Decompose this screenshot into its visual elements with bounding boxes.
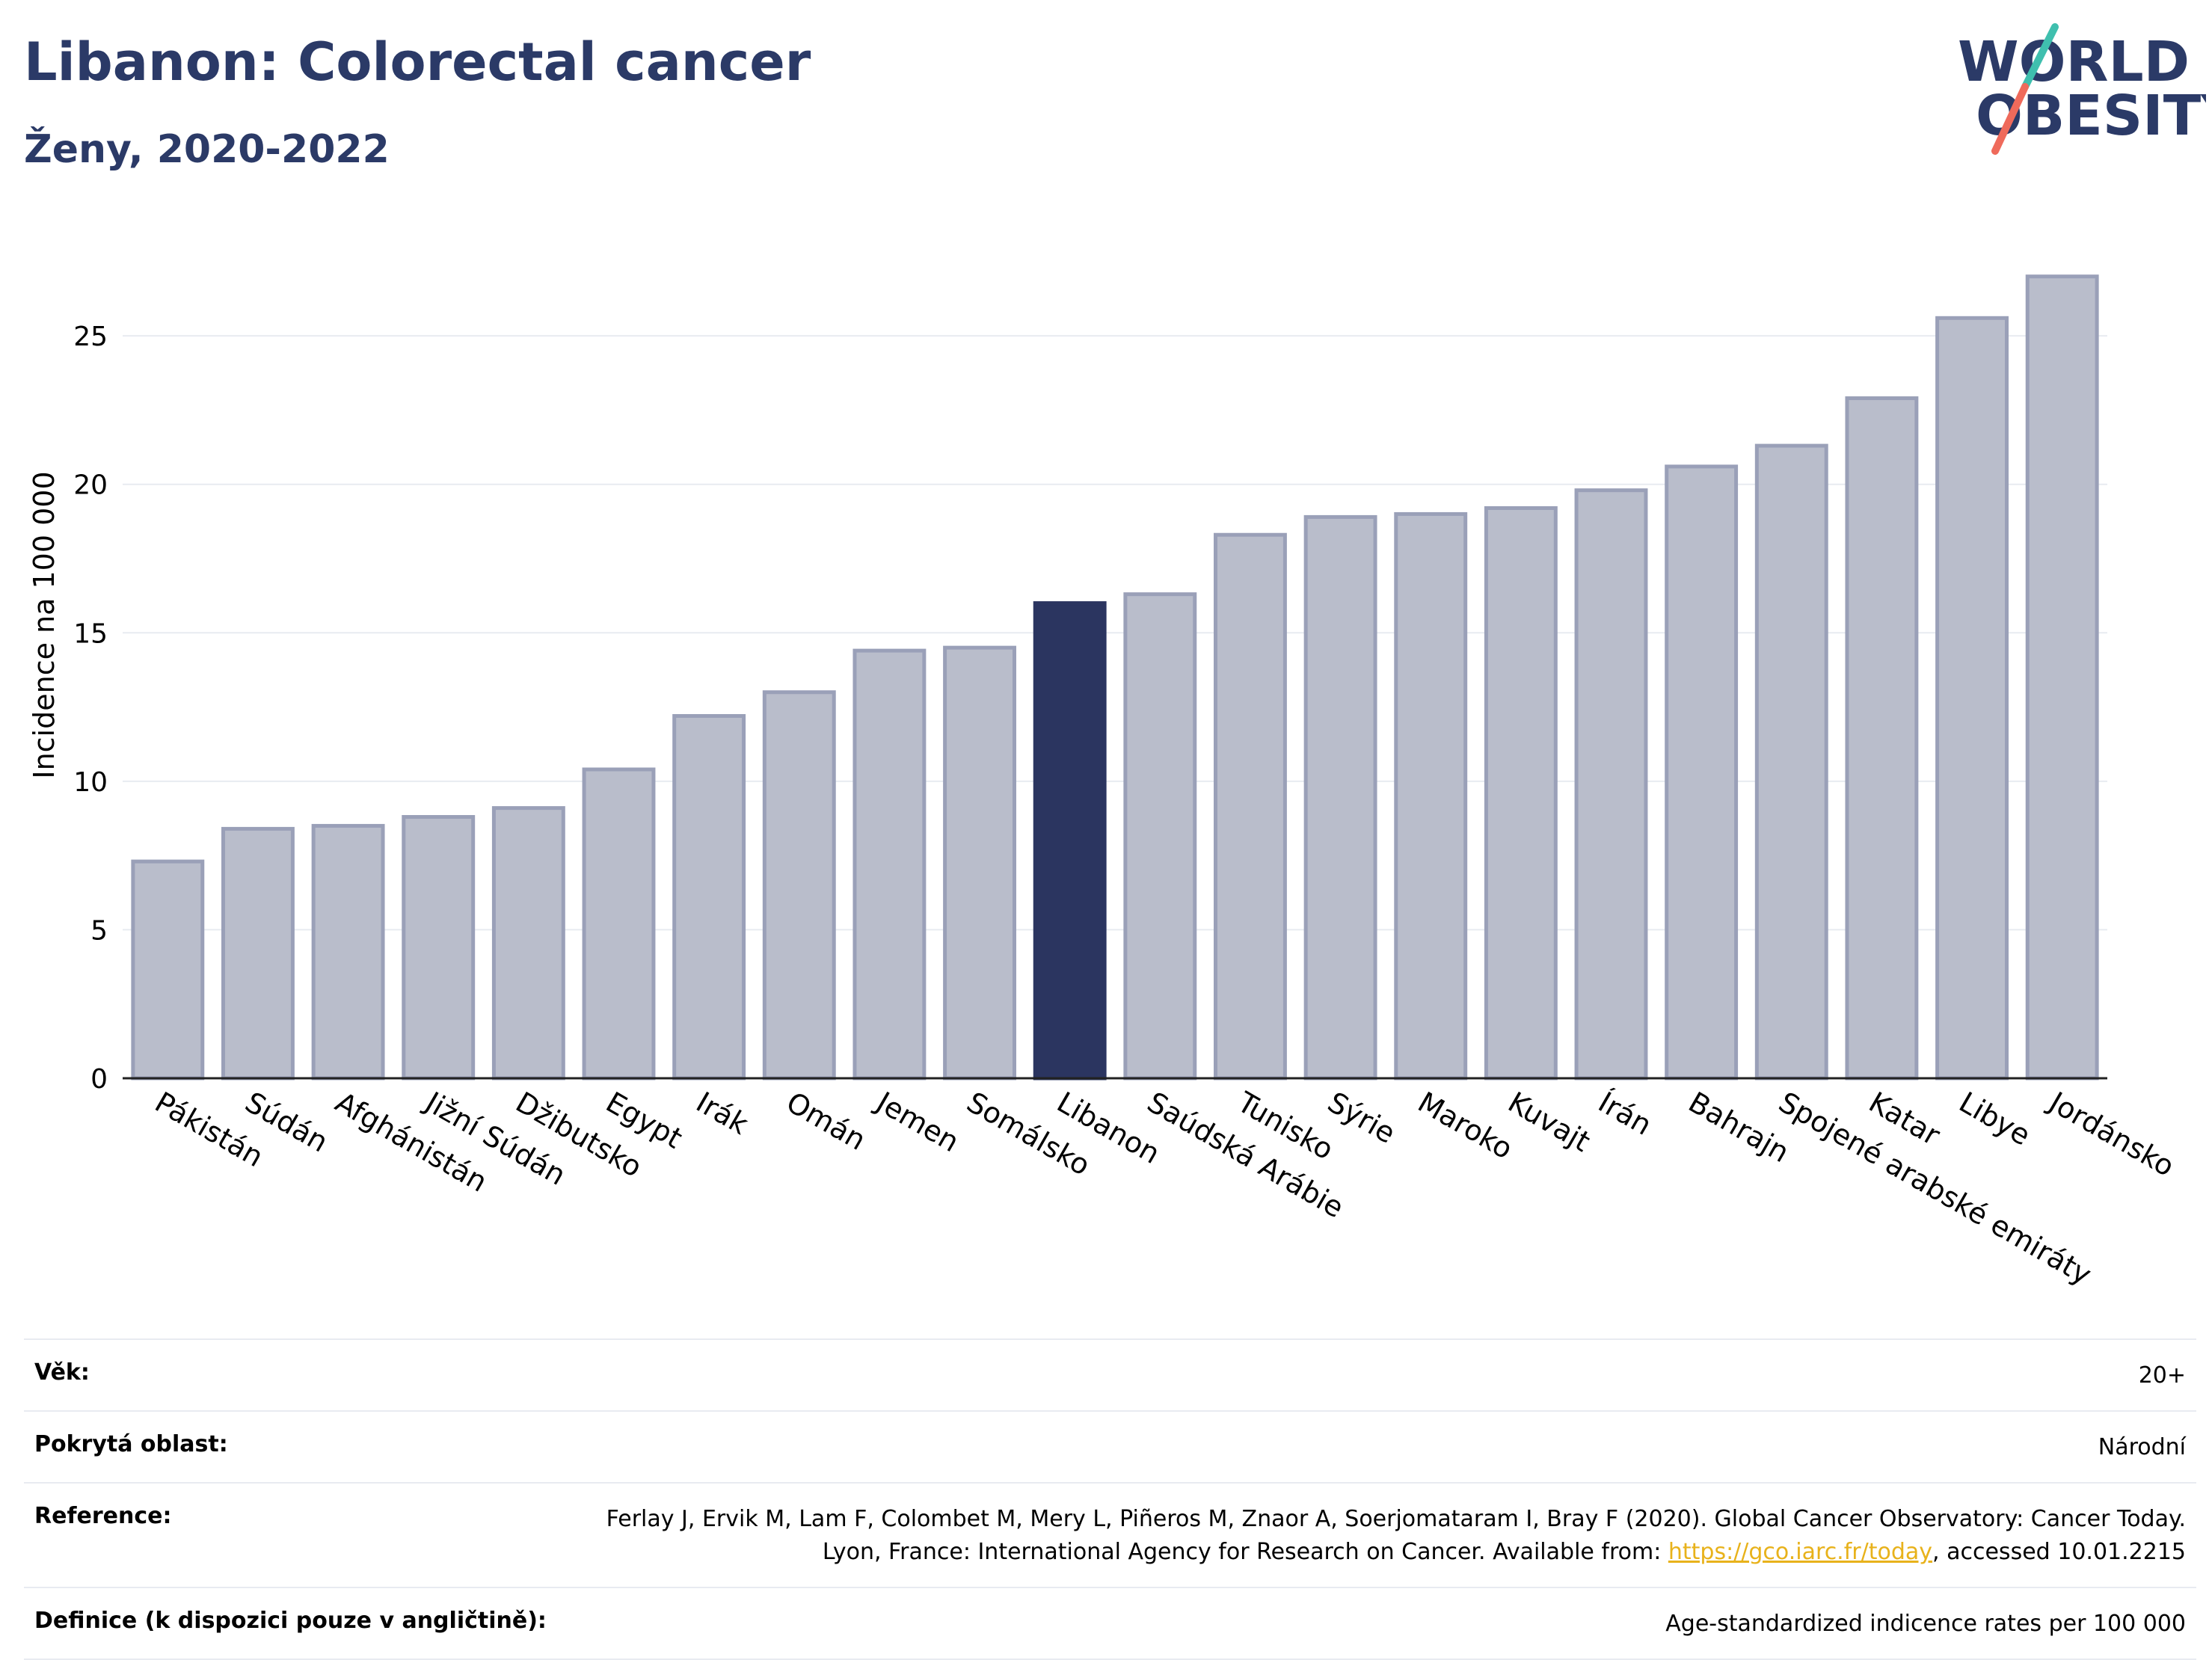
world-obesity-logo: WORLD OBESITY [1958, 23, 2206, 155]
reference-link[interactable]: https://gco.iarc.fr/today [1668, 1539, 1933, 1565]
bar [1935, 316, 2009, 1080]
bar [852, 648, 927, 1080]
age-label: Věk: [34, 1359, 90, 1386]
age-value: 20+ [2138, 1362, 2186, 1389]
y-tick-label: 15 [73, 618, 108, 649]
bar [1214, 532, 1287, 1080]
y-tick-label: 5 [90, 915, 108, 946]
x-tick-label: Afghánistán [330, 1086, 493, 1199]
bar [131, 859, 205, 1080]
bar [1123, 592, 1197, 1080]
bar [1303, 514, 1377, 1080]
bar [491, 806, 565, 1080]
x-tick-label: Bahrajn [1683, 1086, 1795, 1169]
svg-text:WORLD: WORLD [1958, 30, 2190, 94]
x-tick-label: Kuvajt [1502, 1086, 1595, 1158]
y-axis-label: Incidence na 100 000 [28, 471, 61, 778]
bar [1845, 396, 1919, 1080]
bar-chart: 0510152025PákistánSúdánAfghánistánJižní … [28, 274, 2180, 1291]
y-tick-label: 0 [90, 1064, 108, 1095]
bar-highlight [1033, 601, 1107, 1080]
reference-text: Ferlay J, Ervik M, Lam F, Colombet M, Me… [606, 1506, 2186, 1565]
bar [311, 823, 385, 1080]
meta-row-reference: Reference: Ferlay J, Ervik M, Lam F, Col… [24, 1482, 2196, 1587]
x-tick-label: Jordánsko [2042, 1085, 2180, 1183]
x-tick-label: Maroko [1413, 1086, 1519, 1166]
y-tick-label: 10 [73, 767, 108, 798]
bar [672, 713, 746, 1080]
reference-accessed: , accessed 10.01.2215 [1932, 1539, 2186, 1565]
bar [221, 826, 295, 1080]
meta-row-age: Věk: 20+ [24, 1338, 2196, 1410]
x-tick-label: Libye [1954, 1086, 2036, 1152]
bar [762, 690, 836, 1080]
reference-value: Ferlay J, Ervik M, Lam F, Colombet M, Me… [586, 1503, 2186, 1569]
bar [943, 645, 1016, 1080]
bar [1754, 443, 1828, 1080]
bar [1484, 505, 1558, 1080]
x-tick-label: Írán [1593, 1086, 1657, 1142]
definition-label: Definice (k dispozici pouze v angličtině… [34, 1608, 547, 1634]
bar [1665, 464, 1739, 1080]
area-value: Národní [2098, 1434, 2186, 1460]
chart-title: Libanon: Colorectal cancer [24, 31, 811, 93]
definition-value: Age-standardized indicence rates per 100… [1665, 1611, 2186, 1637]
bar [582, 767, 656, 1080]
meta-row-area: Pokrytá oblast: Národní [24, 1410, 2196, 1482]
area-label: Pokrytá oblast: [34, 1431, 228, 1457]
meta-row-definition: Definice (k dispozici pouze v angličtině… [24, 1587, 2196, 1660]
bar [1574, 488, 1648, 1080]
bars [131, 274, 2099, 1080]
y-tick-label: 25 [73, 322, 108, 352]
reference-label: Reference: [34, 1503, 172, 1529]
bar [402, 815, 476, 1080]
bar [1394, 511, 1468, 1080]
x-tick-label: Jemen [870, 1085, 965, 1159]
chart-subtitle: Ženy, 2020-2022 [24, 127, 390, 172]
x-tick-label: Irák [691, 1086, 754, 1141]
bar [2025, 274, 2099, 1080]
x-tick-label: Omán [781, 1086, 871, 1157]
y-tick-label: 20 [73, 470, 108, 501]
metadata-table: Věk: 20+ Pokrytá oblast: Národní Referen… [24, 1338, 2196, 1660]
